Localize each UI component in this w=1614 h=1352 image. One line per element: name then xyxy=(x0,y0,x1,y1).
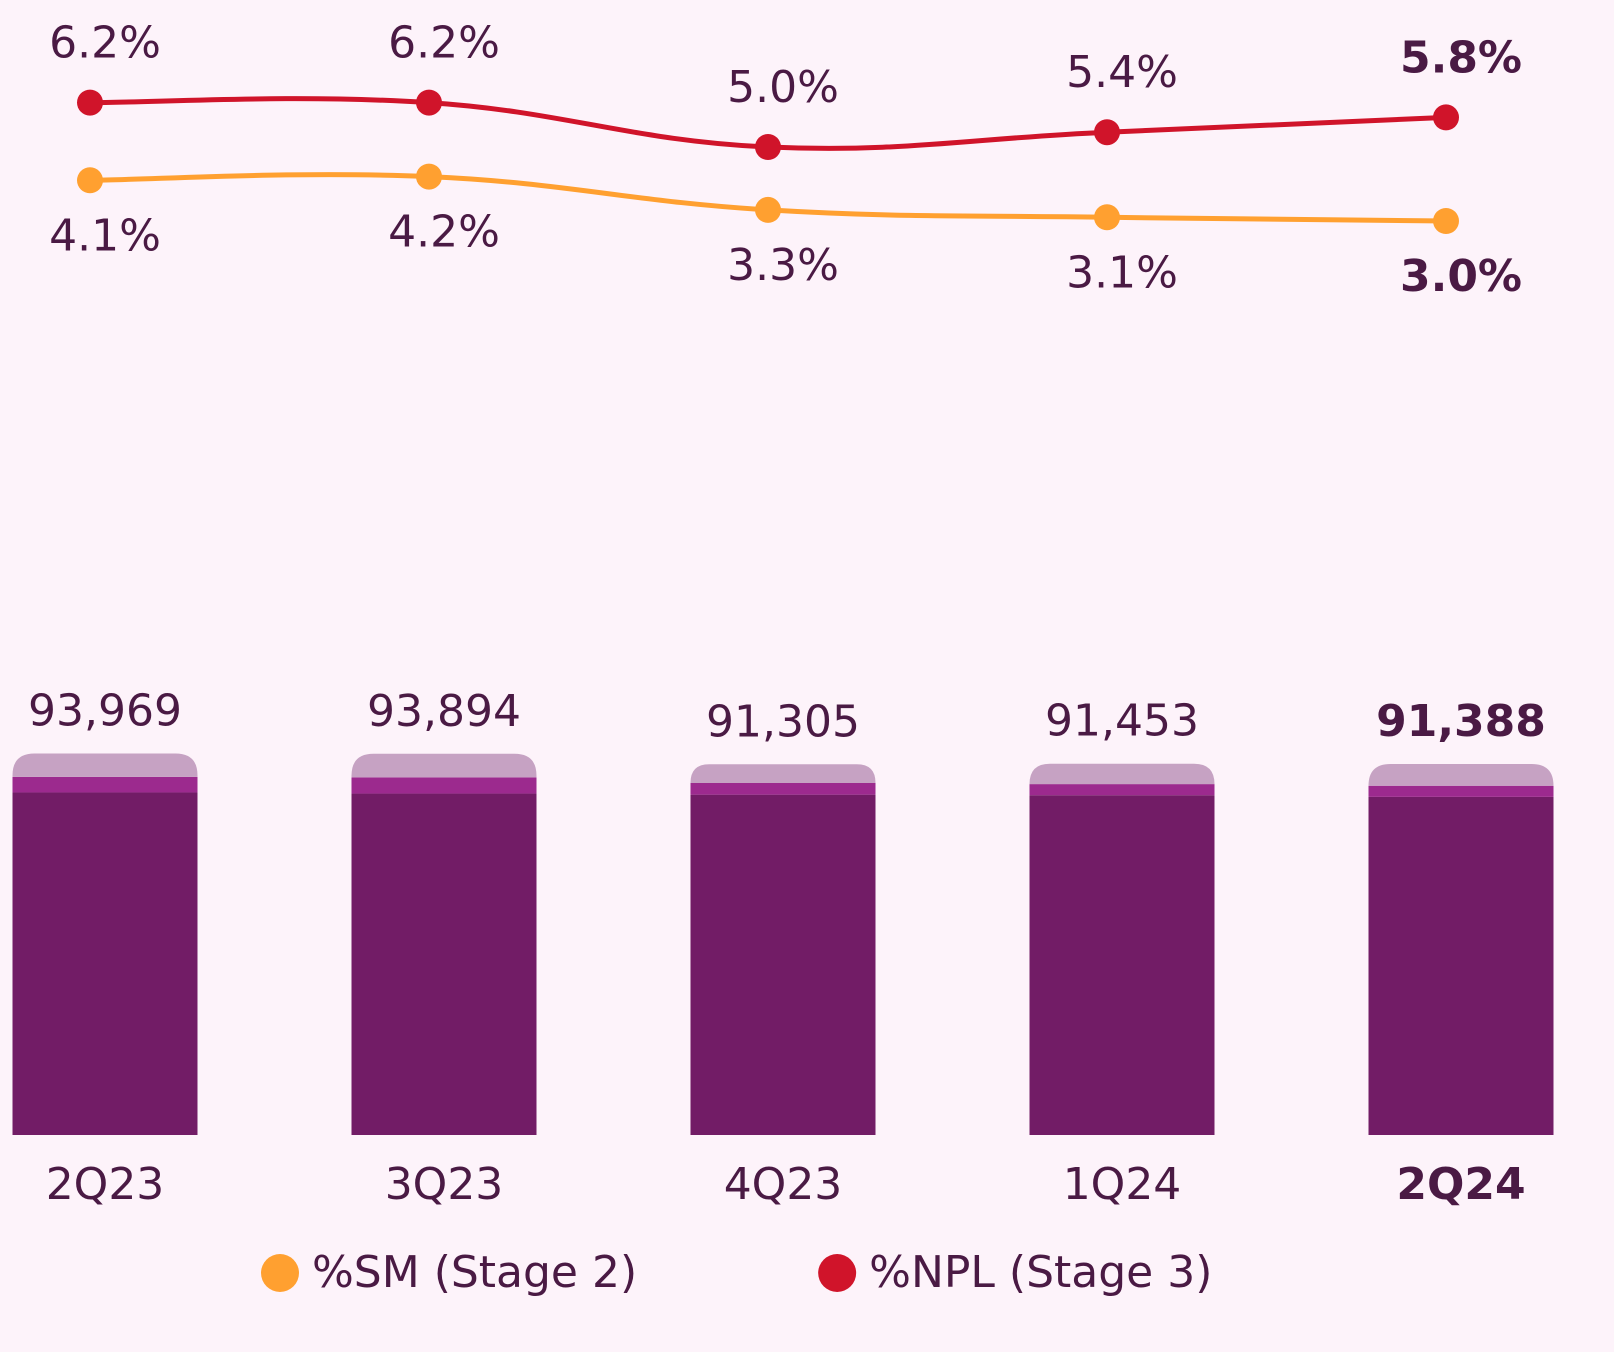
bar-segment xyxy=(690,794,876,1135)
bar-segment xyxy=(690,782,876,795)
bar-segment xyxy=(351,777,537,794)
data-label: 3.0% xyxy=(1400,251,1522,302)
data-label: 6.2% xyxy=(388,18,500,69)
data-label: 3.1% xyxy=(1066,247,1178,298)
line-point xyxy=(755,134,781,160)
line-point xyxy=(77,89,103,116)
data-label: 5.8% xyxy=(1400,32,1522,83)
data-label: 4.2% xyxy=(388,207,500,258)
line-point xyxy=(1094,204,1120,231)
x-tick-label: 3Q23 xyxy=(385,1159,504,1210)
line-point xyxy=(416,89,442,116)
line-point xyxy=(77,167,103,194)
total-label: 91,453 xyxy=(1045,696,1199,747)
legend-label: %SM (Stage 2) xyxy=(312,1247,637,1298)
total-label: 93,969 xyxy=(28,685,182,736)
bar-segment xyxy=(12,753,198,777)
x-tick-label: 4Q23 xyxy=(724,1159,843,1210)
data-label: 5.4% xyxy=(1066,47,1178,98)
data-label: 5.0% xyxy=(727,62,839,113)
data-label: 3.3% xyxy=(727,240,839,291)
bar-segment xyxy=(1368,763,1554,786)
line-point xyxy=(755,196,781,223)
bar-segment xyxy=(1029,795,1215,1135)
legend-label: %NPL (Stage 3) xyxy=(869,1247,1212,1298)
total-label: 91,305 xyxy=(706,696,860,747)
x-tick-label: 2Q24 xyxy=(1396,1159,1525,1210)
line-point xyxy=(416,163,442,190)
bar-segment xyxy=(690,764,876,783)
data-label: 4.1% xyxy=(49,210,161,261)
bar-segment xyxy=(12,776,198,793)
bar-segment xyxy=(1368,785,1554,797)
bar-segment xyxy=(1029,784,1215,796)
bar-segment xyxy=(1368,796,1554,1135)
legend-marker xyxy=(818,1254,857,1292)
legend-marker xyxy=(261,1254,299,1292)
line-point xyxy=(1094,119,1120,146)
total-label: 91,388 xyxy=(1376,696,1546,747)
x-tick-label: 1Q24 xyxy=(1063,1159,1182,1210)
x-tick-label: 2Q23 xyxy=(46,1159,165,1210)
bar-segment xyxy=(1029,763,1215,785)
bar-segment xyxy=(351,753,537,778)
bar-segment xyxy=(12,792,198,1135)
data-label: 6.2% xyxy=(49,18,161,69)
bar-segment xyxy=(351,793,537,1135)
line-point xyxy=(1433,104,1459,131)
total-label: 93,894 xyxy=(367,686,521,737)
line-point xyxy=(1433,208,1459,234)
